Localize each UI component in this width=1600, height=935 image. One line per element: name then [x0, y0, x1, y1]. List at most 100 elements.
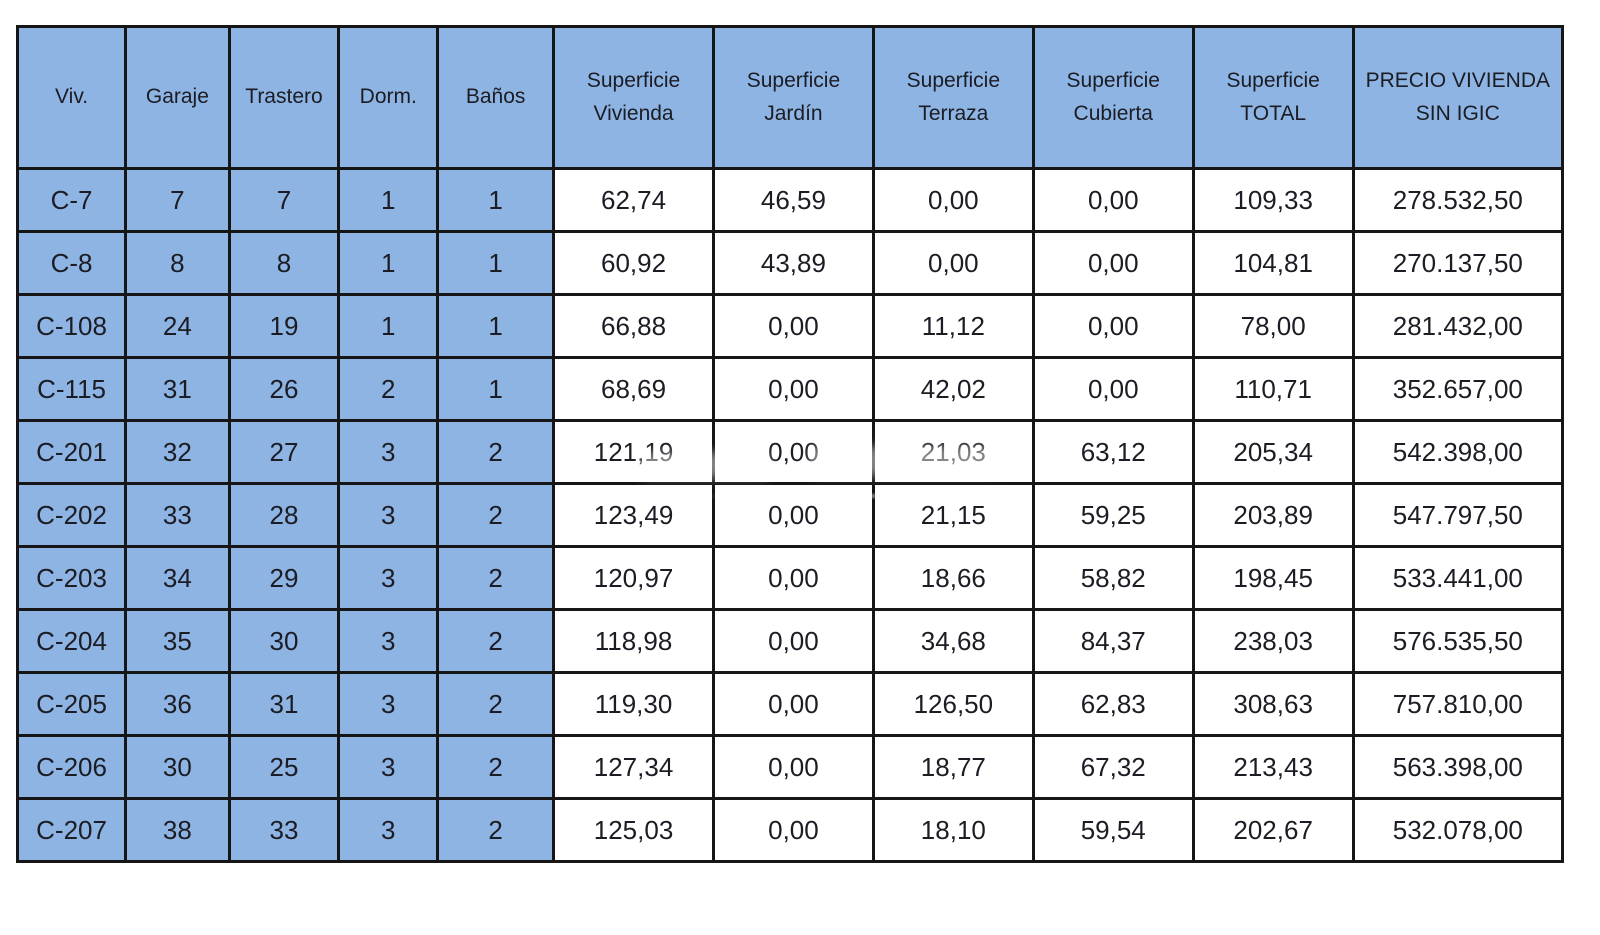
- value-cell: 0,00: [871, 230, 1035, 296]
- value-cell: 757.810,00: [1351, 671, 1565, 737]
- value-cell: 18,77: [871, 734, 1035, 800]
- value-cell: 60,92: [552, 230, 715, 296]
- value-cell: 281.432,00: [1351, 293, 1565, 359]
- value-cell: 110,71: [1191, 356, 1355, 422]
- value-cell: 62,74: [552, 167, 715, 233]
- value-cell: 24: [124, 293, 231, 359]
- value-cell: 2: [337, 356, 440, 422]
- value-cell: 11,12: [871, 293, 1035, 359]
- viv-cell: C-205: [15, 671, 128, 737]
- value-cell: 0,00: [1031, 230, 1195, 296]
- viv-cell: C-206: [15, 734, 128, 800]
- value-cell: 8: [124, 230, 231, 296]
- value-cell: 25: [227, 734, 341, 800]
- value-cell: 30: [227, 608, 341, 674]
- value-cell: 1: [436, 230, 556, 296]
- table-body: C-7 7 7 1 1 62,74 46,59 0,00 0,00 109,33 278.532,5…: [15, 167, 1565, 863]
- value-cell: 0,00: [871, 167, 1035, 233]
- value-cell: 0,00: [711, 482, 875, 548]
- table-row: C-7 7 7 1 1 62,74 46,59 0,00 0,00 109,33 278.532,5…: [15, 167, 1565, 233]
- value-cell: 563.398,00: [1351, 734, 1565, 800]
- column-header: Baños: [436, 25, 556, 170]
- value-cell: 3: [337, 797, 440, 863]
- value-cell: 2: [436, 671, 556, 737]
- value-cell: 35: [124, 608, 231, 674]
- table-row: C-108 24 19 1 1 66,88 0,00 11,12 0,00 78,00 281.43…: [15, 293, 1565, 359]
- header-row: Viv. Garaje Trastero Dorm. Baños Superficie V…: [15, 25, 1565, 170]
- value-cell: 123,49: [552, 482, 715, 548]
- value-cell: 27: [227, 419, 341, 485]
- value-cell: 3: [337, 734, 440, 800]
- table-row: C-203 34 29 3 2 120,97 0,00 18,66 58,82 198,45 533…: [15, 545, 1565, 611]
- value-cell: 1: [436, 293, 556, 359]
- value-cell: 119,30: [552, 671, 715, 737]
- value-cell: 0,00: [711, 419, 875, 485]
- value-cell: 2: [436, 482, 556, 548]
- value-cell: 0,00: [711, 293, 875, 359]
- value-cell: 270.137,50: [1351, 230, 1565, 296]
- viv-cell: C-8: [15, 230, 128, 296]
- value-cell: 533.441,00: [1351, 545, 1565, 611]
- value-cell: 125,03: [552, 797, 715, 863]
- value-cell: 33: [227, 797, 341, 863]
- value-cell: 58,82: [1031, 545, 1195, 611]
- value-cell: 109,33: [1191, 167, 1355, 233]
- value-cell: 0,00: [1031, 356, 1195, 422]
- value-cell: 126,50: [871, 671, 1035, 737]
- value-cell: 0,00: [711, 356, 875, 422]
- value-cell: 32: [124, 419, 231, 485]
- value-cell: 21,15: [871, 482, 1035, 548]
- value-cell: 7: [227, 167, 341, 233]
- value-cell: 203,89: [1191, 482, 1355, 548]
- column-header: Dorm.: [337, 25, 440, 170]
- column-header: PRECIO VIVIENDA SIN IGIC: [1351, 25, 1565, 170]
- viv-cell: C-201: [15, 419, 128, 485]
- column-header: Superficie Vivienda: [552, 25, 715, 170]
- value-cell: 278.532,50: [1351, 167, 1565, 233]
- value-cell: 63,12: [1031, 419, 1195, 485]
- column-header: Superficie Jardín: [711, 25, 875, 170]
- value-cell: 352.657,00: [1351, 356, 1565, 422]
- value-cell: 78,00: [1191, 293, 1355, 359]
- value-cell: 0,00: [1031, 293, 1195, 359]
- value-cell: 542.398,00: [1351, 419, 1565, 485]
- value-cell: 42,02: [871, 356, 1035, 422]
- value-cell: 3: [337, 482, 440, 548]
- value-cell: 205,34: [1191, 419, 1355, 485]
- value-cell: 2: [436, 545, 556, 611]
- value-cell: 26: [227, 356, 341, 422]
- table-row: C-205 36 31 3 2 119,30 0,00 126,50 62,83 308,63 75…: [15, 671, 1565, 737]
- viv-cell: C-108: [15, 293, 128, 359]
- column-header: Trastero: [227, 25, 341, 170]
- value-cell: 1: [337, 230, 440, 296]
- value-cell: 576.535,50: [1351, 608, 1565, 674]
- value-cell: 59,25: [1031, 482, 1195, 548]
- value-cell: 66,88: [552, 293, 715, 359]
- value-cell: 43,89: [711, 230, 875, 296]
- value-cell: 121,19: [552, 419, 715, 485]
- value-cell: 7: [124, 167, 231, 233]
- value-cell: 0,00: [711, 797, 875, 863]
- value-cell: 2: [436, 797, 556, 863]
- value-cell: 120,97: [552, 545, 715, 611]
- column-header: Viv.: [15, 25, 128, 170]
- value-cell: 62,83: [1031, 671, 1195, 737]
- value-cell: 28: [227, 482, 341, 548]
- value-cell: 532.078,00: [1351, 797, 1565, 863]
- value-cell: 34: [124, 545, 231, 611]
- value-cell: 547.797,50: [1351, 482, 1565, 548]
- viv-cell: C-207: [15, 797, 128, 863]
- viv-cell: C-203: [15, 545, 128, 611]
- viv-cell: C-115: [15, 356, 128, 422]
- value-cell: 198,45: [1191, 545, 1355, 611]
- value-cell: 38: [124, 797, 231, 863]
- value-cell: 19: [227, 293, 341, 359]
- price-table: Viv. Garaje Trastero Dorm. Baños Superficie V…: [15, 25, 1565, 863]
- value-cell: 2: [436, 734, 556, 800]
- value-cell: 3: [337, 545, 440, 611]
- value-cell: 18,10: [871, 797, 1035, 863]
- viv-cell: C-7: [15, 167, 128, 233]
- table-row: C-204 35 30 3 2 118,98 0,00 34,68 84,37 238,03 576…: [15, 608, 1565, 674]
- value-cell: 46,59: [711, 167, 875, 233]
